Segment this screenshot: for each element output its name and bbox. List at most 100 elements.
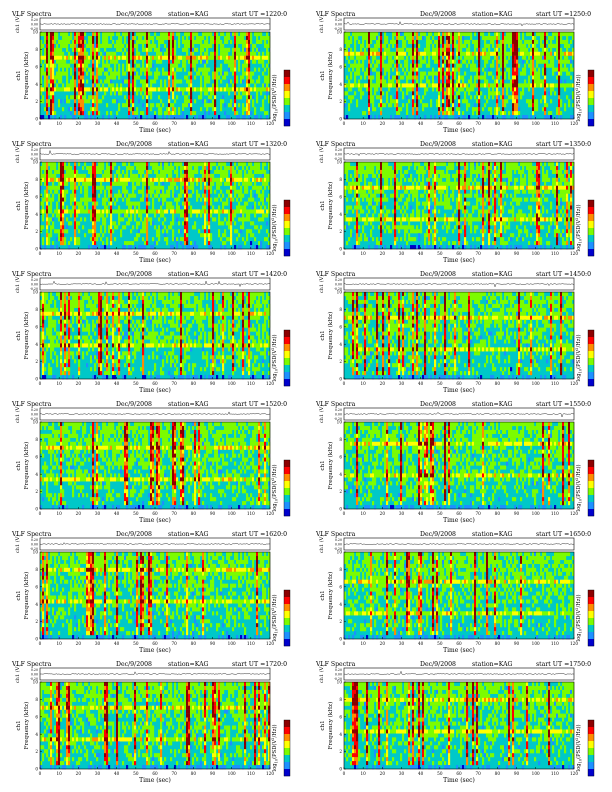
time-tick-label: 120 bbox=[266, 251, 274, 256]
waveform-tick-label: 0.00 bbox=[335, 672, 342, 676]
vlf-panel-9: VLF Spectra Dec/9/2008 station=KAG start UT… bbox=[315, 531, 595, 654]
freq-tick-label: 10 bbox=[33, 160, 39, 165]
time-xlabel: Time (sec) bbox=[139, 127, 171, 134]
panel-station: station=KAG bbox=[472, 11, 513, 18]
time-tick-label: 0 bbox=[39, 771, 42, 776]
panel-start-ut: start UT =1620:0 bbox=[232, 531, 287, 538]
time-tick-label: 0 bbox=[343, 121, 346, 126]
time-tick-label: 20 bbox=[380, 121, 386, 126]
freq-tick-label: 10 bbox=[337, 30, 343, 35]
colorbar-label: log10(PSD(V2/Hz)) bbox=[575, 334, 582, 381]
freq-tick-label: 0 bbox=[35, 117, 38, 122]
time-tick-label: 10 bbox=[56, 641, 62, 646]
time-tick-label: 80 bbox=[495, 641, 501, 646]
spectrogram-ylabel-channel: ch1 bbox=[320, 720, 326, 730]
time-tick-label: 30 bbox=[95, 121, 101, 126]
waveform-trace bbox=[39, 411, 271, 415]
panel-start-ut: start UT =1650:0 bbox=[536, 531, 591, 538]
spectrogram-ylabel-channel: ch1 bbox=[320, 590, 326, 600]
spectrogram-ylabel-channel: ch1 bbox=[16, 200, 22, 210]
freq-tick-label: 6 bbox=[339, 584, 342, 589]
time-tick-label: 10 bbox=[56, 511, 62, 516]
panel-date: Dec/9/2008 bbox=[116, 661, 152, 668]
waveform-tick-label: -0.20 bbox=[334, 27, 342, 31]
freq-tick-label: 4 bbox=[35, 342, 38, 347]
panel-station: station=KAG bbox=[472, 271, 513, 278]
waveform-tick-label: 0.20 bbox=[335, 148, 342, 152]
panel-date: Dec/9/2008 bbox=[116, 271, 152, 278]
time-tick-label: 70 bbox=[171, 381, 177, 386]
freq-tick-label: 6 bbox=[339, 714, 342, 719]
time-tick-label: 40 bbox=[114, 381, 120, 386]
time-tick-label: 100 bbox=[228, 121, 236, 126]
freq-tick-label: 0 bbox=[35, 247, 38, 252]
spectrogram-ylabel-channel: ch1 bbox=[16, 460, 22, 470]
time-tick-label: 20 bbox=[380, 641, 386, 646]
vlf-panel-4: VLF Spectra Dec/9/2008 station=KAG start UT… bbox=[11, 271, 291, 394]
waveform-trace bbox=[343, 543, 575, 545]
time-tick-label: 120 bbox=[266, 641, 274, 646]
time-tick-label: 70 bbox=[475, 121, 481, 126]
panel-title: VLF Spectra bbox=[315, 661, 356, 668]
waveform-frame bbox=[39, 537, 271, 551]
spectrogram bbox=[40, 422, 271, 510]
freq-tick-label: 0 bbox=[339, 507, 342, 512]
time-tick-label: 100 bbox=[532, 381, 540, 386]
time-tick-label: 20 bbox=[76, 251, 82, 256]
spectrogram-ylabel-channel: ch1 bbox=[320, 330, 326, 340]
panel-date: Dec/9/2008 bbox=[116, 11, 152, 18]
spectrogram-ylabel: Frequency (kHz) bbox=[23, 312, 30, 360]
freq-tick-label: 10 bbox=[33, 680, 39, 685]
waveform-frame bbox=[343, 17, 575, 31]
time-xlabel: Time (sec) bbox=[139, 387, 171, 394]
time-tick-label: 70 bbox=[171, 121, 177, 126]
freq-tick-label: 2 bbox=[35, 489, 38, 494]
time-tick-label: 100 bbox=[228, 641, 236, 646]
colorbar bbox=[587, 199, 595, 257]
colorbar-label: log10(PSD(V2/Hz)) bbox=[271, 464, 278, 511]
freq-tick-label: 4 bbox=[35, 212, 38, 217]
waveform-tick-label: -0.20 bbox=[30, 547, 38, 551]
waveform-trace bbox=[343, 411, 575, 418]
colorbar-label: log10(PSD(V2/Hz)) bbox=[575, 724, 582, 771]
freq-tick-label: 10 bbox=[337, 420, 343, 425]
spectrogram bbox=[344, 162, 575, 250]
time-tick-label: 60 bbox=[152, 641, 158, 646]
freq-tick-label: 10 bbox=[33, 550, 39, 555]
freq-tick-label: 10 bbox=[33, 290, 39, 295]
freq-tick-label: 0 bbox=[339, 117, 342, 122]
time-tick-label: 90 bbox=[210, 511, 216, 516]
time-tick-label: 10 bbox=[360, 121, 366, 126]
spectrogram-ylabel: Frequency (kHz) bbox=[327, 442, 334, 490]
time-tick-label: 30 bbox=[95, 251, 101, 256]
time-tick-label: 20 bbox=[380, 771, 386, 776]
spectrogram-ylabel-channel: ch1 bbox=[16, 330, 22, 340]
freq-tick-label: 4 bbox=[339, 82, 342, 87]
spectrogram bbox=[40, 552, 271, 640]
time-tick-label: 100 bbox=[532, 121, 540, 126]
time-tick-label: 100 bbox=[228, 511, 236, 516]
waveform-tick-label: 0.20 bbox=[335, 538, 342, 542]
freq-tick-label: 6 bbox=[339, 64, 342, 69]
time-tick-label: 60 bbox=[456, 511, 462, 516]
time-tick-label: 0 bbox=[343, 511, 346, 516]
time-tick-label: 70 bbox=[171, 641, 177, 646]
spectrogram bbox=[344, 32, 575, 120]
time-tick-label: 40 bbox=[114, 121, 120, 126]
time-tick-label: 30 bbox=[95, 511, 101, 516]
time-tick-label: 80 bbox=[495, 251, 501, 256]
time-tick-label: 10 bbox=[360, 251, 366, 256]
time-tick-label: 50 bbox=[437, 511, 443, 516]
panel-date: Dec/9/2008 bbox=[116, 531, 152, 538]
waveform-ylabel: ch1 (V) bbox=[14, 275, 21, 293]
time-tick-label: 120 bbox=[570, 641, 578, 646]
freq-tick-label: 6 bbox=[35, 194, 38, 199]
panel-station: station=KAG bbox=[168, 661, 209, 668]
vlf-panel-8: VLF Spectra Dec/9/2008 station=KAG start UT… bbox=[11, 531, 291, 654]
time-tick-label: 80 bbox=[191, 121, 197, 126]
time-tick-label: 110 bbox=[551, 121, 559, 126]
waveform-tick-label: 0.20 bbox=[335, 408, 342, 412]
vlf-panel-6: VLF Spectra Dec/9/2008 station=KAG start UT… bbox=[11, 401, 291, 524]
time-tick-label: 10 bbox=[56, 381, 62, 386]
colorbar bbox=[587, 69, 595, 127]
